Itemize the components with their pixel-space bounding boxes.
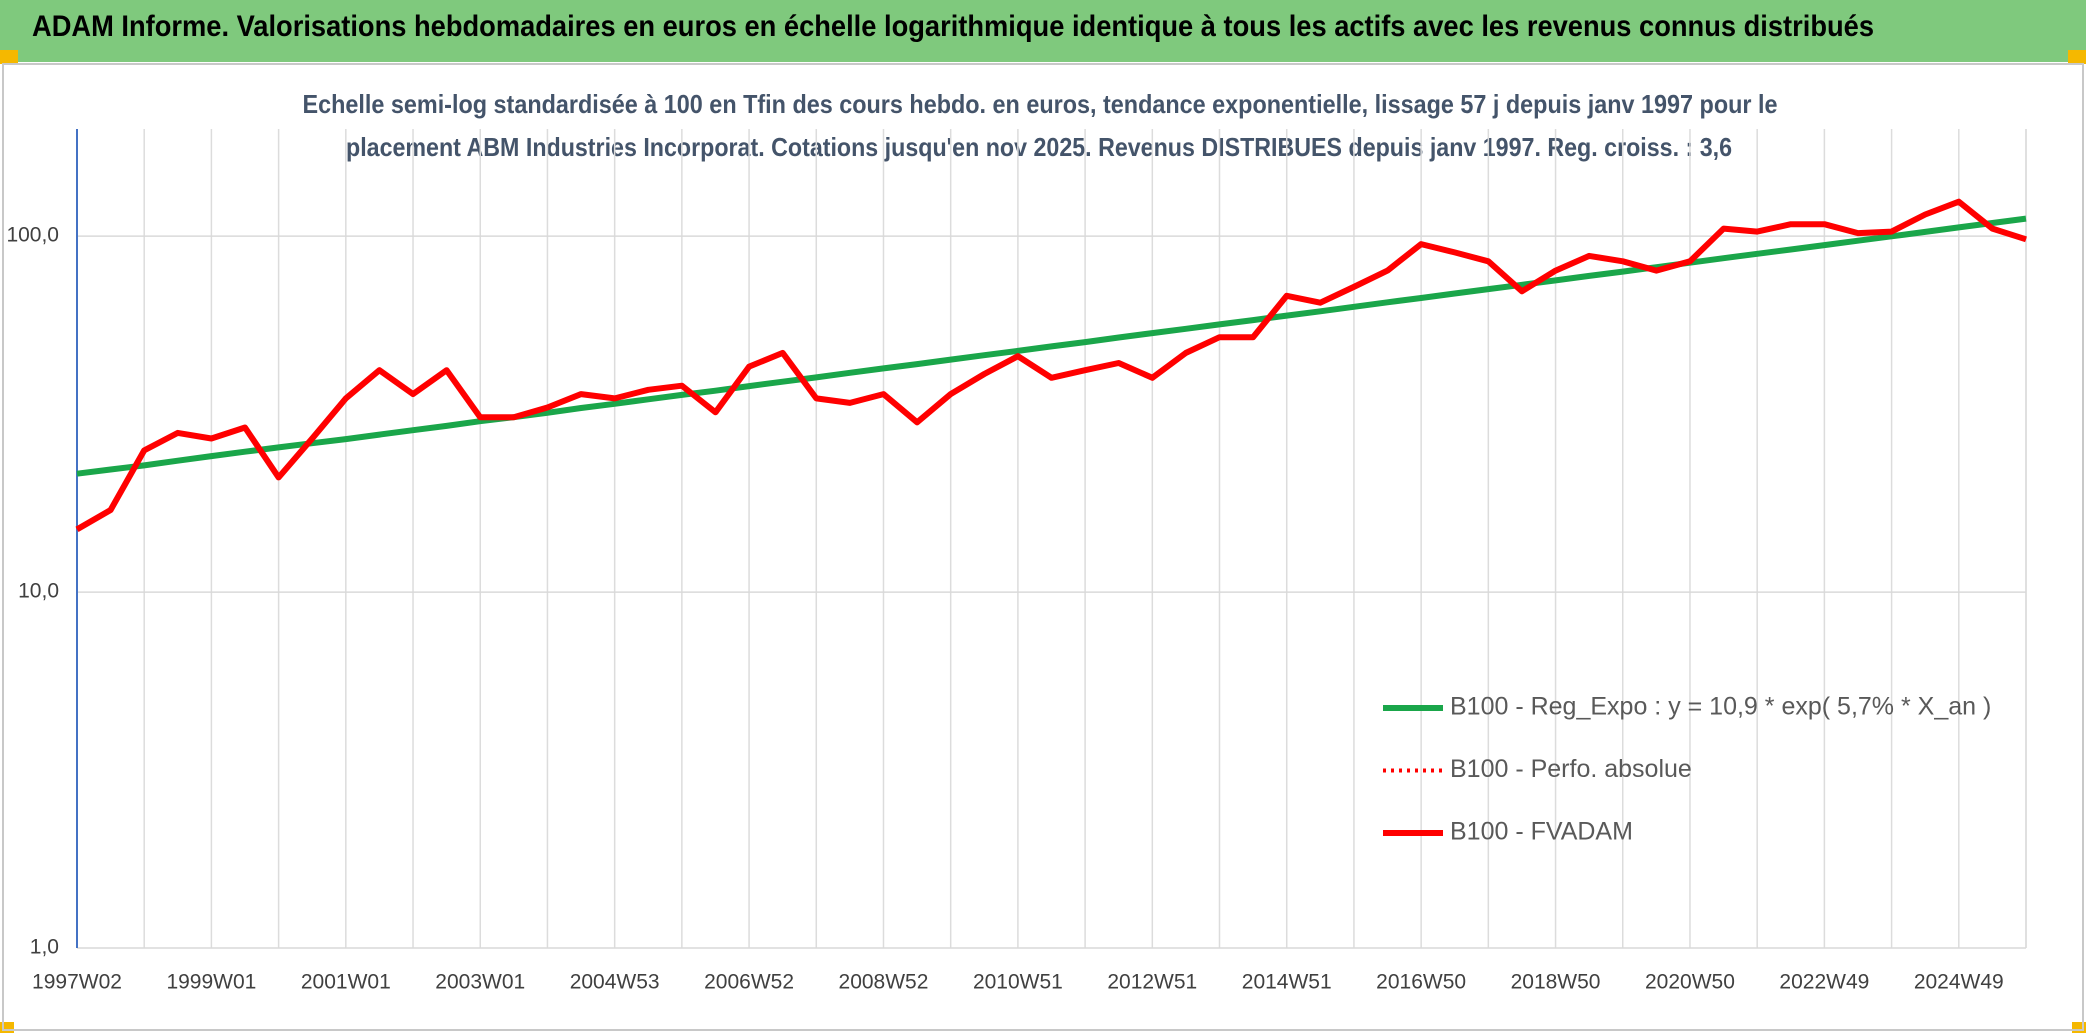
- x-tick-label: 2006W52: [704, 971, 794, 994]
- x-tick-label: 1999W01: [166, 971, 256, 994]
- x-tick-label: 2010W51: [973, 971, 1063, 994]
- y-tick-label: 1,0: [30, 936, 59, 959]
- legend-label: B100 - Perfo. absolue: [1450, 755, 1692, 783]
- x-tick-label: 2022W49: [1779, 971, 1869, 994]
- x-tick-label: 2014W51: [1242, 971, 1332, 994]
- header-bar: [0, 0, 2086, 62]
- y-tick-label: 100,0: [6, 224, 59, 247]
- x-tick-label: 2008W52: [839, 971, 929, 994]
- corner: [2068, 50, 2086, 64]
- series-line: [75, 199, 2027, 532]
- x-tick-label: 2016W50: [1376, 971, 1466, 994]
- legend-label: B100 - Reg_Expo : y = 10,9 * exp( 5,7% *…: [1450, 693, 1991, 721]
- x-tick-label: 2004W53: [570, 971, 660, 994]
- corner: [0, 1022, 14, 1033]
- corner: [0, 50, 18, 64]
- legend-label: B100 - FVADAM: [1450, 818, 1633, 846]
- series-line: [76, 215, 2027, 477]
- chart-title: ADAM Informe. Valorisations hebdomadaire…: [32, 10, 1874, 43]
- x-tick-label: 2001W01: [301, 971, 391, 994]
- corner: [2072, 1022, 2086, 1033]
- chart-frame: [2, 63, 2084, 1031]
- chart-subtitle: Echelle semi-log standardisée à 100 en T…: [303, 89, 1778, 119]
- series-line: [75, 198, 2027, 532]
- x-tick-label: 2024W49: [1914, 971, 2004, 994]
- x-tick-label: 2018W50: [1511, 971, 1601, 994]
- x-tick-label: 2012W51: [1107, 971, 1197, 994]
- chart-subtitle: placement ABM Industries Incorporat. Cot…: [346, 132, 1732, 162]
- x-tick-label: 2003W01: [435, 971, 525, 994]
- y-tick-label: 10,0: [18, 580, 59, 603]
- x-tick-label: 1997W02: [32, 971, 122, 994]
- x-tick-label: 2020W50: [1645, 971, 1735, 994]
